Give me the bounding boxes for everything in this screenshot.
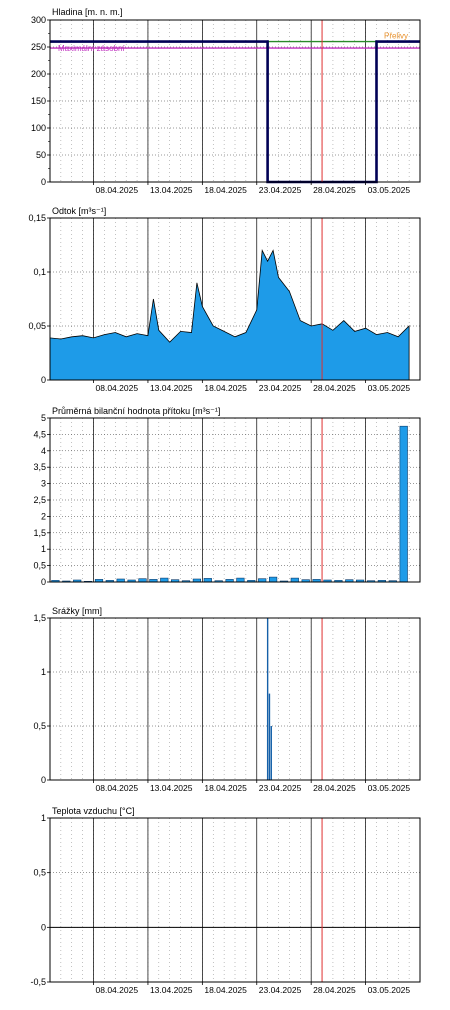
x-tick-label: 23.04.2025 <box>259 783 302 793</box>
plot-frame <box>49 617 421 781</box>
bar <box>268 576 278 583</box>
y-tick-label: 300 <box>31 15 46 25</box>
x-tick-label: 03.05.2025 <box>368 185 411 195</box>
x-tick-label: 28.04.2025 <box>313 985 356 995</box>
threshold-max-label: Maximální zásobní <box>58 44 125 53</box>
y-tick-label: 1,5 <box>33 528 46 538</box>
x-tick-label: 13.04.2025 <box>150 783 193 793</box>
y-tick-label: 3,5 <box>33 462 46 472</box>
x-tick-label: 28.04.2025 <box>313 185 356 195</box>
y-tick-label: 5 <box>41 413 46 423</box>
y-tick-label: 1 <box>41 667 46 677</box>
bar <box>236 577 245 583</box>
y-tick-label: 0,5 <box>33 721 46 731</box>
y-tick-label: 50 <box>36 150 46 160</box>
x-tick-label: 03.05.2025 <box>368 985 411 995</box>
panel-1: Hladina [m. n. m.] 0 50 100 150 200 250 300 Přel… <box>31 7 421 195</box>
y-tick-label: 0,5 <box>33 561 46 571</box>
x-tick-label: 18.04.2025 <box>204 783 247 793</box>
y-tick-label: -0,5 <box>30 977 46 987</box>
series-outflow-area <box>49 248 410 381</box>
panel-title: Teplota vzduchu [°C] <box>52 806 135 816</box>
plot-frame <box>49 417 421 583</box>
panel-2: Odtok [m³s⁻¹] 0 0,05 0,1 0,15 08.04.2025 13.04… <box>28 206 421 393</box>
bar <box>290 577 299 583</box>
bar <box>160 577 169 583</box>
panel-3: Průměrná bilanční hodnota přítoku [m³s⁻¹… <box>33 406 421 587</box>
panel-title: Hladina [m. n. m.] <box>52 7 123 17</box>
x-tick-label: 08.04.2025 <box>96 383 139 393</box>
x-tick-label: 03.05.2025 <box>368 783 411 793</box>
y-tick-label: 2,5 <box>33 495 46 505</box>
y-tick-label: 100 <box>31 123 46 133</box>
y-tick-label: 1,5 <box>33 613 46 623</box>
bar <box>399 425 408 583</box>
y-tick-label: 3 <box>41 479 46 489</box>
x-tick-label: 08.04.2025 <box>96 185 139 195</box>
x-tick-label: 18.04.2025 <box>204 185 247 195</box>
y-tick-label: 200 <box>31 69 46 79</box>
y-tick-label: 0 <box>41 177 46 187</box>
x-tick-label: 18.04.2025 <box>204 985 247 995</box>
plot-frame <box>49 817 421 983</box>
threshold-overflow-label: Přelivy <box>384 32 408 41</box>
y-tick-label: 2 <box>41 511 46 521</box>
plot-frame <box>49 19 421 183</box>
y-tick-label: 0 <box>41 775 46 785</box>
x-tick-label: 08.04.2025 <box>96 783 139 793</box>
x-tick-label: 18.04.2025 <box>204 383 247 393</box>
x-tick-label: 28.04.2025 <box>313 783 356 793</box>
panel-title: Odtok [m³s⁻¹] <box>52 206 106 216</box>
panel-4: Srážky [mm] 0 0,5 1 1,5 08.04.2025 13.04.2025 1… <box>33 606 421 793</box>
x-tick-label: 23.04.2025 <box>259 985 302 995</box>
panel-5: Teplota vzduchu [°C] -0,5 0 0,5 1 08.04.2025 1… <box>30 806 421 995</box>
x-tick-label: 23.04.2025 <box>259 185 302 195</box>
x-tick-label: 13.04.2025 <box>150 185 193 195</box>
y-tick-label: 0,15 <box>28 213 46 223</box>
x-tick-label: 08.04.2025 <box>96 985 139 995</box>
x-tick-label: 03.05.2025 <box>368 383 411 393</box>
y-tick-label: 4,5 <box>33 429 46 439</box>
plot-frame <box>49 217 421 381</box>
bar <box>203 578 212 583</box>
y-tick-label: 1 <box>41 544 46 554</box>
y-tick-label: 0,1 <box>33 267 46 277</box>
y-tick-label: 150 <box>31 96 46 106</box>
y-tick-label: 0,5 <box>33 868 46 878</box>
y-tick-label: 0 <box>41 922 46 932</box>
y-tick-label: 250 <box>31 42 46 52</box>
y-tick-label: 4 <box>41 446 46 456</box>
y-tick-label: 1 <box>41 813 46 823</box>
panel-title: Průměrná bilanční hodnota přítoku [m³s⁻¹… <box>52 406 220 416</box>
y-tick-label: 0,05 <box>28 321 46 331</box>
y-tick-label: 0 <box>41 577 46 587</box>
x-tick-label: 13.04.2025 <box>150 985 193 995</box>
panel-title: Srážky [mm] <box>52 606 102 616</box>
x-tick-label: 23.04.2025 <box>259 383 302 393</box>
y-tick-label: 0 <box>41 375 46 385</box>
x-tick-label: 13.04.2025 <box>150 383 193 393</box>
x-tick-label: 28.04.2025 <box>313 383 356 393</box>
